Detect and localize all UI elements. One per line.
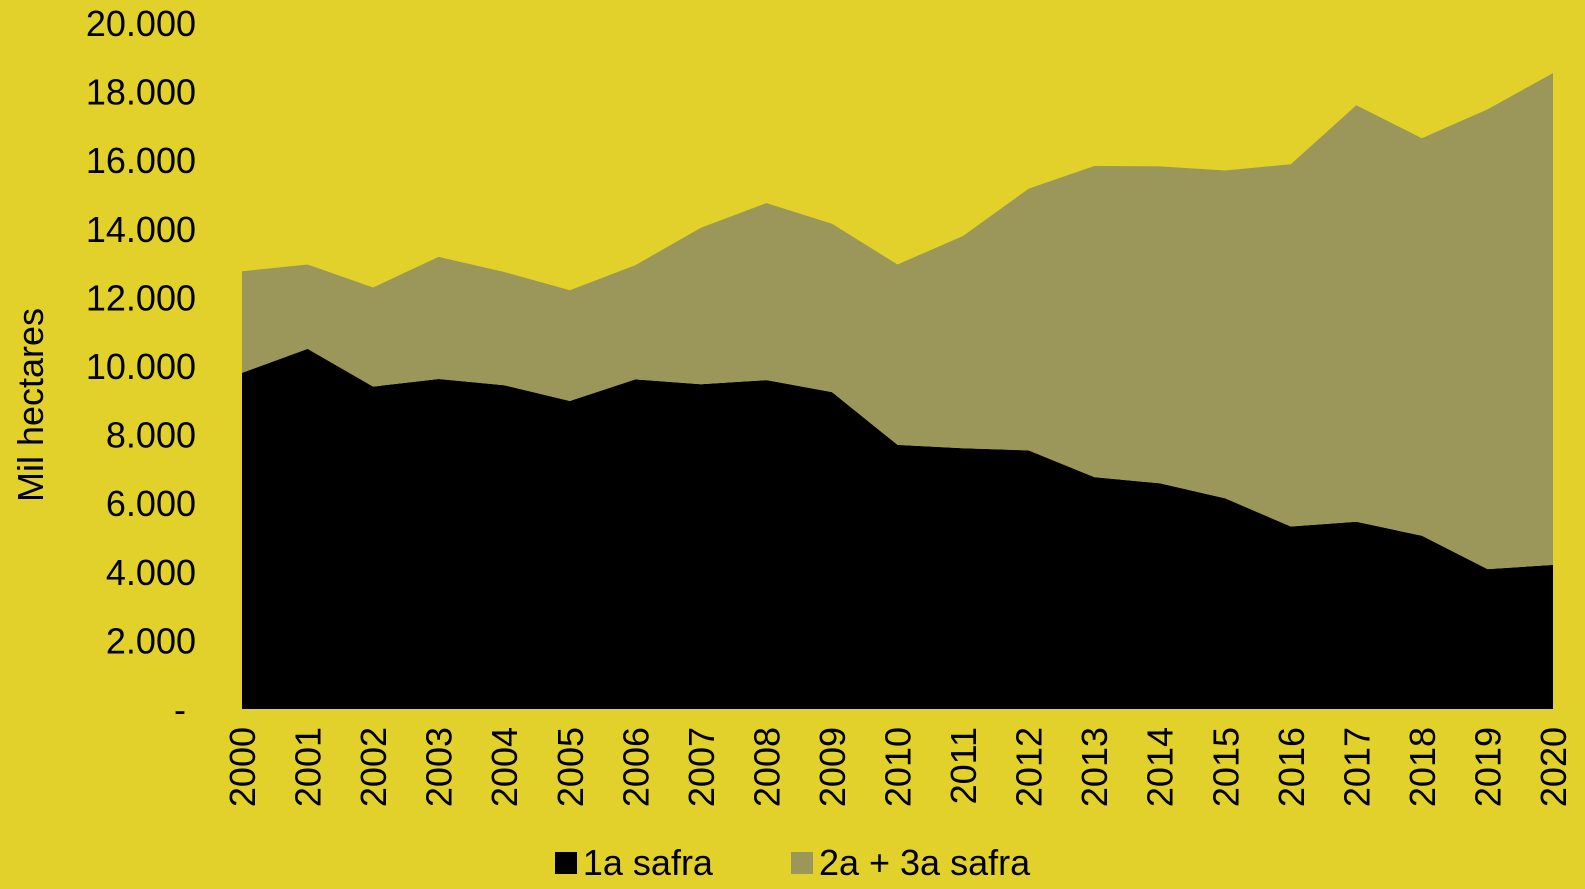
legend: 1a safra 2a + 3a safra — [0, 843, 1585, 883]
x-tick-label: 2017 — [1336, 727, 1377, 807]
y-tick-label: 20.000 — [86, 3, 196, 44]
legend-label-1a-safra: 1a safra — [582, 842, 713, 883]
y-tick-label: 6.000 — [106, 483, 196, 524]
x-tick-label: 2006 — [615, 727, 656, 807]
y-axis-title: Mil hectares — [10, 308, 51, 502]
x-tick-label: 2010 — [878, 727, 919, 807]
x-tick-label: 2020 — [1533, 727, 1574, 807]
y-tick-label: 12.000 — [86, 277, 196, 318]
x-tick-label: 2004 — [484, 727, 525, 807]
y-tick-label: - — [174, 689, 186, 730]
x-tick-label: 2012 — [1009, 727, 1050, 807]
legend-label-2a-3a-safra: 2a + 3a safra — [818, 842, 1031, 883]
y-tick-label: 16.000 — [86, 140, 196, 181]
x-tick-label: 2007 — [681, 727, 722, 807]
y-tick-label: 2.000 — [106, 620, 196, 661]
area-series-2 — [242, 73, 1553, 570]
x-tick-label: 2019 — [1468, 727, 1509, 807]
legend-swatch-1a-safra — [554, 852, 577, 874]
legend-item-1a-safra: 1a safra — [554, 842, 713, 883]
x-tick-label: 2011 — [943, 727, 984, 804]
x-tick-label: 2000 — [222, 727, 263, 807]
x-tick-label: 2008 — [746, 727, 787, 807]
y-tick-label: 8.000 — [106, 415, 196, 456]
x-tick-label: 2015 — [1205, 727, 1246, 807]
y-tick-label: 4.000 — [106, 552, 196, 593]
y-axis-ticks: - 2.000 4.000 6.000 8.000 10.000 12.000 14.000 1… — [86, 3, 196, 730]
chart-areas — [242, 73, 1553, 709]
x-tick-label: 2016 — [1271, 727, 1312, 807]
x-tick-label: 2009 — [812, 727, 853, 807]
y-tick-label: 10.000 — [86, 346, 196, 387]
area-series-1 — [242, 348, 1553, 709]
x-tick-label: 2001 — [288, 727, 329, 807]
x-tick-label: 2005 — [550, 727, 591, 807]
x-tick-label: 2018 — [1402, 727, 1443, 807]
x-tick-label: 2003 — [419, 727, 460, 807]
x-tick-label: 2002 — [353, 727, 394, 807]
legend-swatch-2a-3a-safra — [790, 852, 813, 874]
y-tick-label: 18.000 — [86, 72, 196, 113]
x-tick-label: 2014 — [1140, 727, 1181, 807]
x-axis-ticks: 2000 2001 2002 2003 2004 2005 2006 2007 2008 2009… — [222, 727, 1574, 807]
x-tick-label: 2013 — [1074, 727, 1115, 807]
legend-item-2a-3a-safra: 2a + 3a safra — [790, 842, 1031, 883]
y-tick-label: 14.000 — [86, 209, 196, 250]
